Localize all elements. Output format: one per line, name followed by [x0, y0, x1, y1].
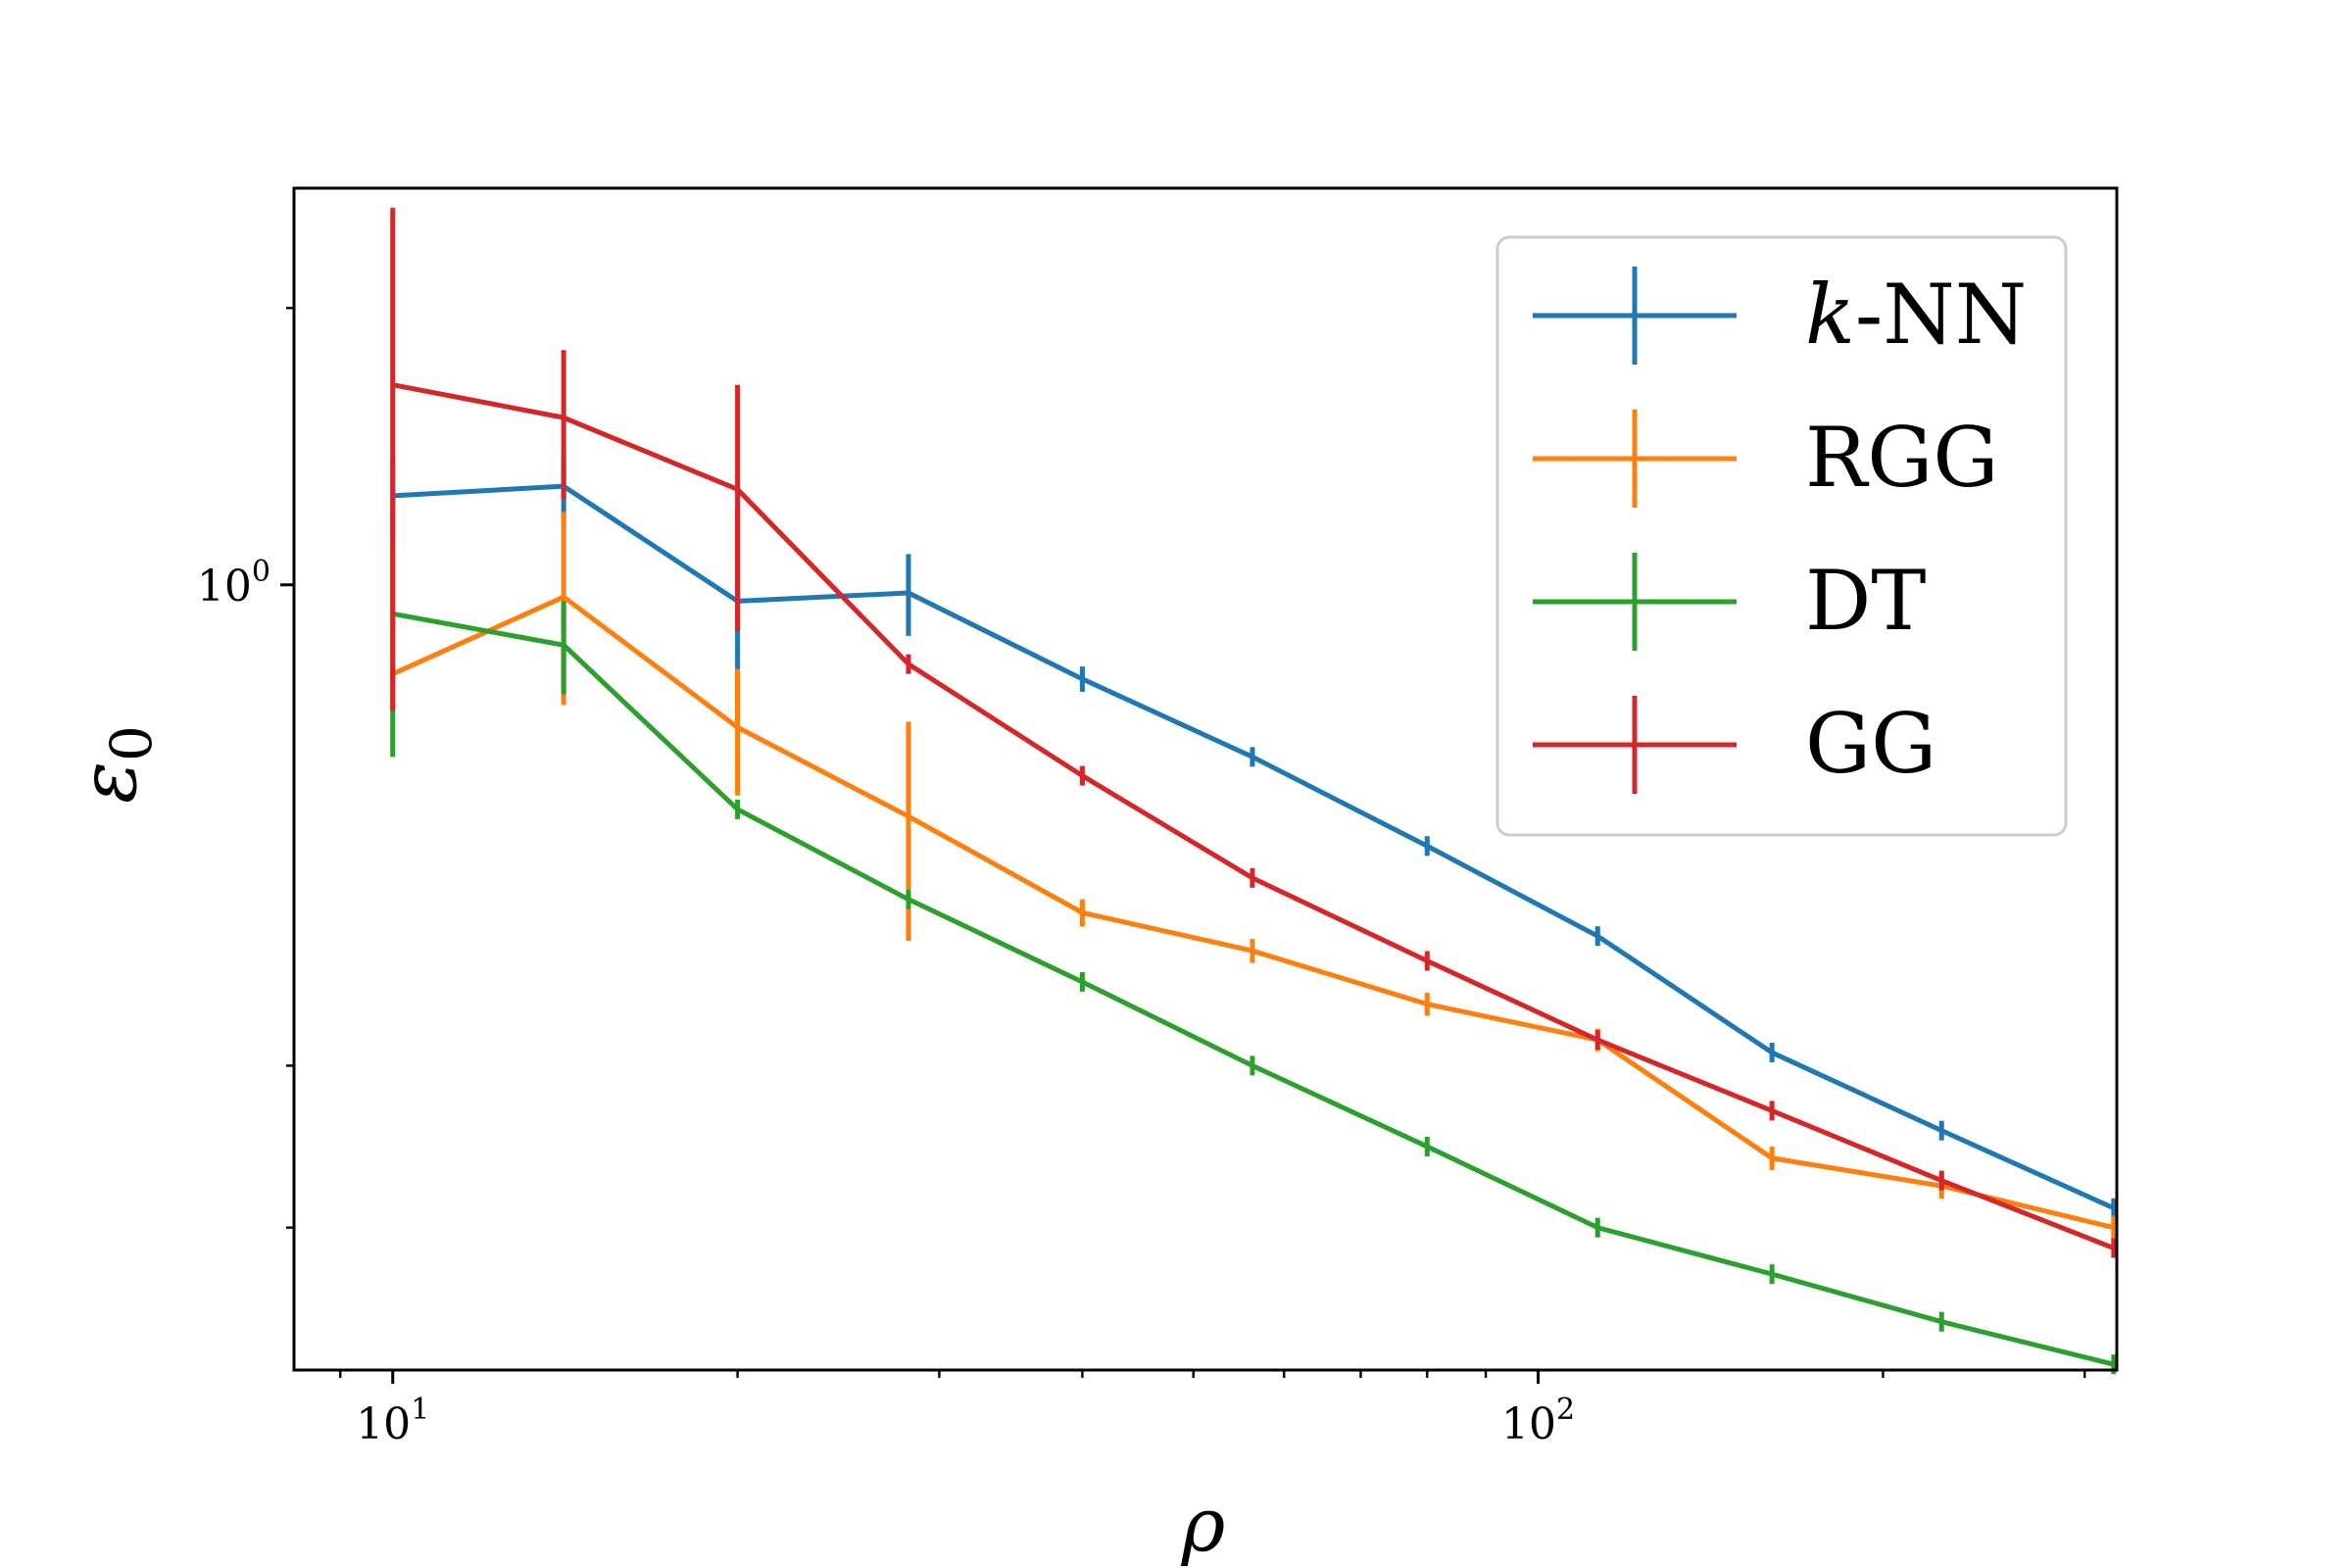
series-gg	[390, 208, 2117, 1258]
x-tick-label: 101	[356, 1393, 429, 1449]
legend-frame	[1495, 235, 2068, 837]
legend: k-NN RGG DT GG	[1495, 235, 2068, 837]
x-axis-label: ρ	[1181, 1481, 1226, 1568]
tick-labels: 101 102 100	[197, 555, 1575, 1449]
legend-label: DT	[1805, 553, 1926, 649]
y-tick-label: 100	[197, 555, 270, 612]
x-tick-label: 102	[1501, 1393, 1575, 1449]
plot-frame	[292, 186, 2119, 1372]
y-axis-label: ε0	[63, 725, 165, 804]
legend-entry-k-nn: k-NN	[1533, 267, 2027, 365]
legend-label: GG	[1805, 696, 1936, 792]
legend-entry-dt: DT	[1533, 553, 1926, 651]
legend-label: k-NN	[1805, 267, 2027, 363]
legend-label: RGG	[1805, 410, 1998, 506]
series-layer	[390, 208, 2117, 1375]
legend-entry-rgg: RGG	[1533, 410, 1998, 508]
legend-entry-gg: GG	[1533, 696, 1936, 794]
